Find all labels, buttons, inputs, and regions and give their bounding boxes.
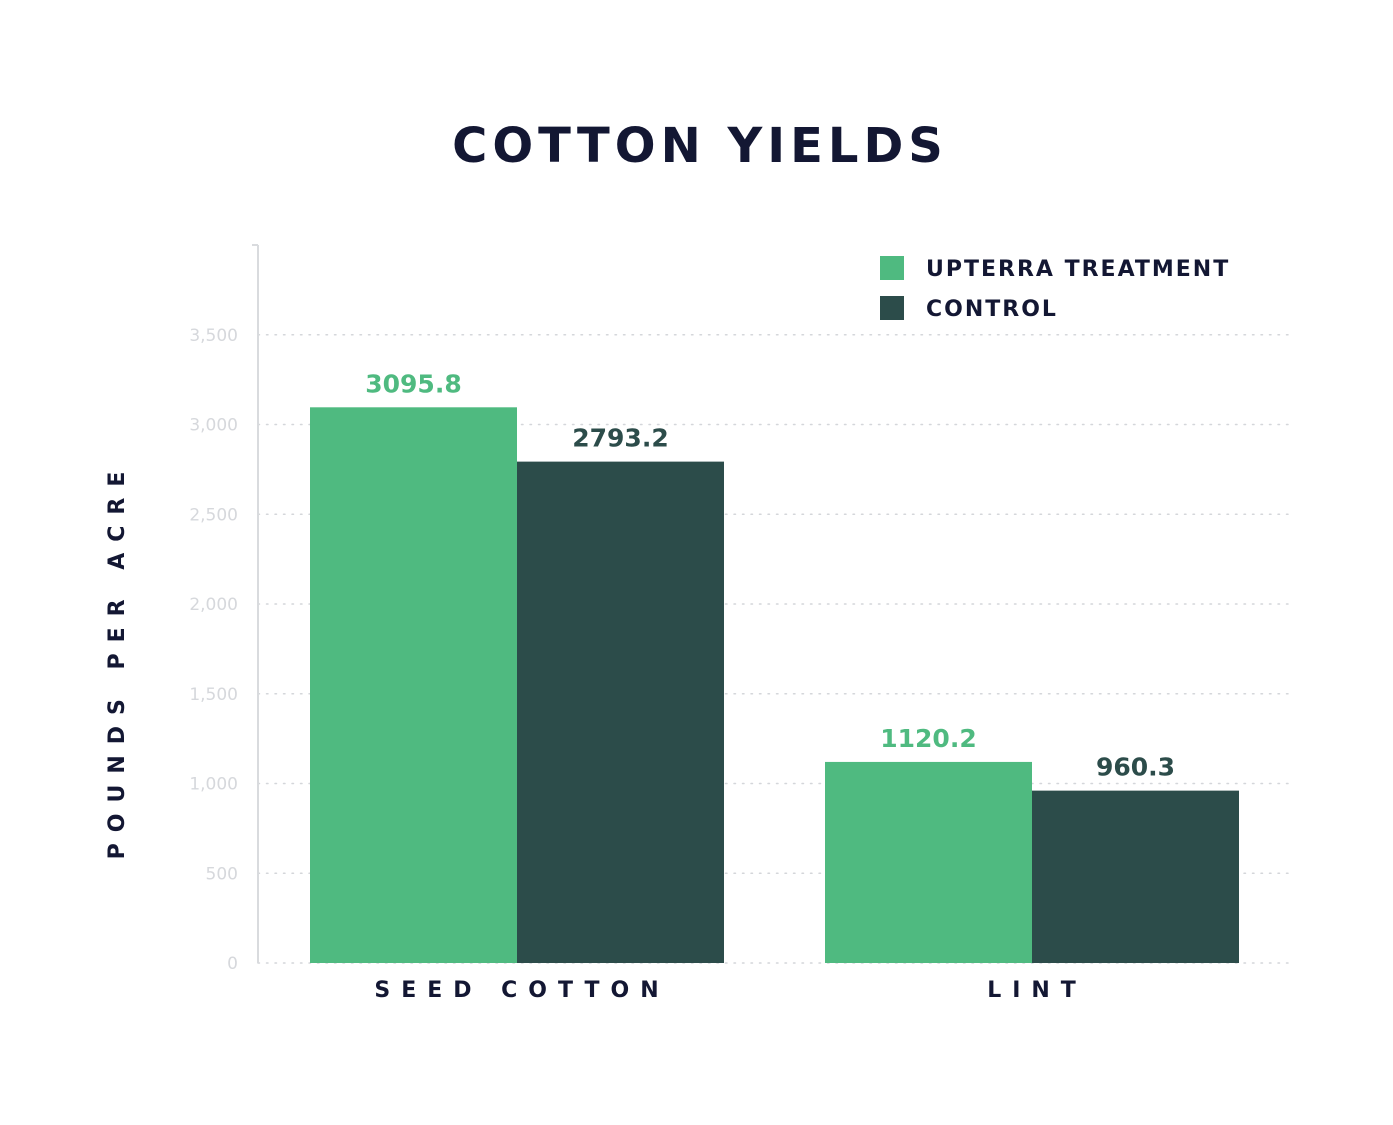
x-category-label: SEED COTTON [374, 978, 669, 1003]
legend: UPTERRA TREATMENT CONTROL [880, 256, 1230, 322]
legend-swatch-upterra-treatment [880, 256, 904, 280]
y-tick-label: 0 [227, 954, 238, 974]
x-category-label: LINT [987, 978, 1087, 1003]
y-tick-label: 1,500 [189, 685, 238, 705]
data-label: 1120.2 [880, 724, 976, 753]
legend-label-upterra-treatment: UPTERRA TREATMENT [926, 257, 1230, 282]
y-tick-label: 2,500 [189, 505, 238, 525]
y-tick-label: 500 [206, 864, 238, 884]
bars [310, 407, 1239, 963]
y-axis-label: POUNDS PER ACRE [105, 461, 130, 860]
gridlines [257, 334, 1296, 964]
category-labels: SEED COTTON LINT [374, 978, 1087, 1003]
data-label: 3095.8 [365, 369, 461, 398]
bar-upterra-treatment-lint [825, 761, 1032, 963]
y-tick-label: 3,000 [189, 416, 238, 436]
legend-label-control: CONTROL [926, 297, 1058, 322]
bar-control-lint [1032, 790, 1239, 963]
y-tick-label: 1,000 [189, 775, 238, 795]
y-axis-ticks: 0 500 1,000 1,500 2,000 2,500 3,000 3,500 [189, 326, 238, 974]
legend-swatch-control [880, 296, 904, 320]
y-tick-label: 3,500 [189, 326, 238, 346]
value-labels: 3095.8 2793.2 1120.2 960.3 [365, 369, 1175, 781]
bar-upterra-treatment-seed-cotton [310, 407, 517, 963]
data-label: 2793.2 [572, 424, 668, 453]
bar-control-seed-cotton [517, 461, 724, 963]
chart-title: COTTON YIELDS [452, 118, 948, 174]
y-tick-label: 2,000 [189, 595, 238, 615]
data-label: 960.3 [1096, 753, 1175, 782]
